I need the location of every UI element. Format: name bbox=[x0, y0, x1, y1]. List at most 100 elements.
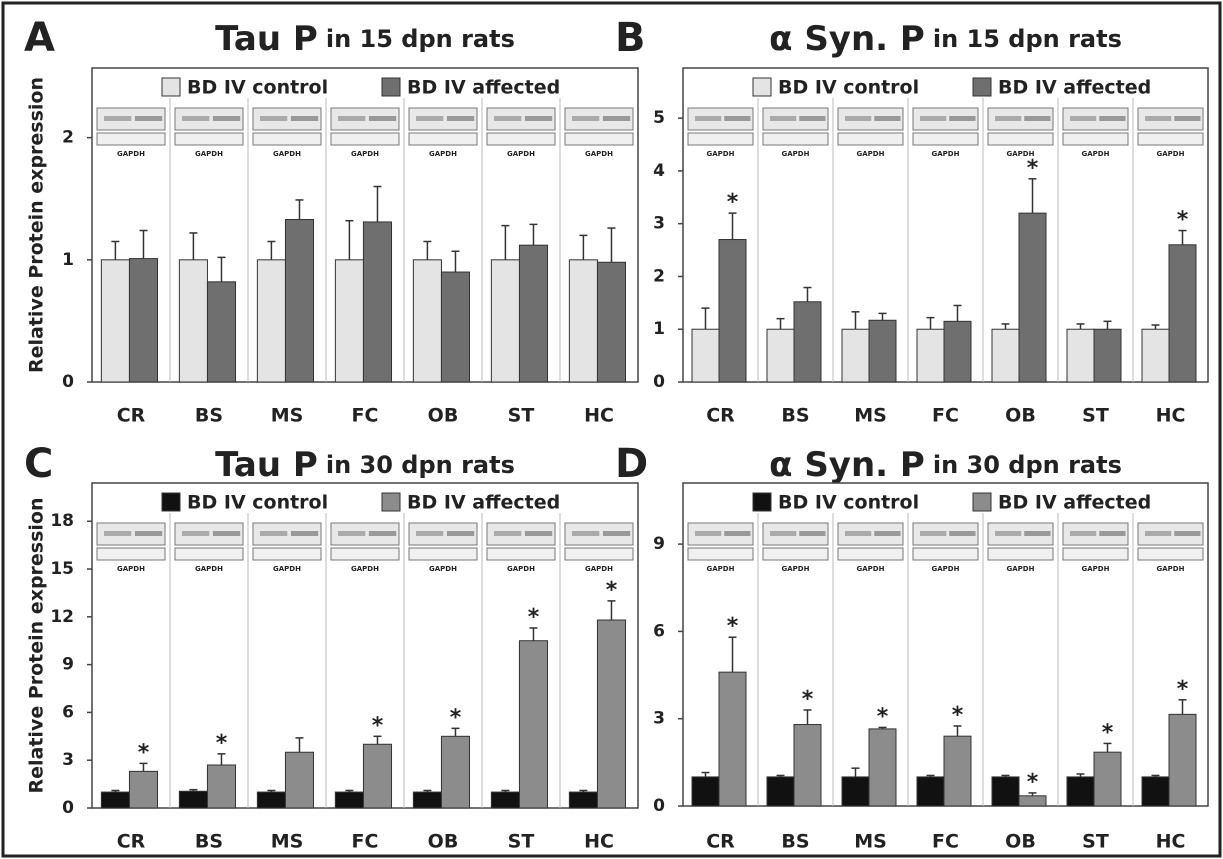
panel-label: C bbox=[24, 441, 53, 487]
x-tick-label: HC bbox=[584, 405, 614, 427]
bar bbox=[413, 260, 441, 382]
blot-band bbox=[874, 531, 900, 536]
legend-label: BD IV affected bbox=[998, 77, 1151, 99]
figure: ATau Pin 15 dpn ratsRelative Protein exp… bbox=[0, 0, 1223, 859]
blot-band bbox=[525, 116, 552, 121]
x-tick-label: OB bbox=[428, 405, 459, 427]
blot-band bbox=[182, 531, 209, 536]
bar bbox=[335, 260, 363, 382]
significance-marker: * bbox=[450, 705, 462, 730]
blot-band bbox=[1145, 531, 1171, 536]
blot-band bbox=[799, 531, 825, 536]
legend-label: BD IV control bbox=[778, 492, 919, 514]
blot-band bbox=[416, 531, 443, 536]
significance-marker: * bbox=[372, 713, 384, 738]
bar bbox=[794, 725, 821, 806]
bar bbox=[1019, 796, 1046, 806]
x-tick-label: CR bbox=[706, 405, 735, 427]
bar bbox=[1169, 714, 1196, 806]
x-tick-label: MS bbox=[271, 405, 304, 427]
bar bbox=[257, 792, 285, 808]
bar bbox=[719, 240, 746, 382]
blot-band bbox=[995, 116, 1021, 121]
bar bbox=[794, 302, 821, 382]
y-tick-label: 4 bbox=[653, 161, 665, 181]
bar bbox=[1094, 752, 1121, 806]
blot-gapdh bbox=[763, 133, 828, 145]
blot-gapdh bbox=[487, 133, 555, 145]
bar bbox=[363, 222, 391, 382]
bar bbox=[842, 329, 869, 382]
blot-band bbox=[291, 531, 318, 536]
blot-gapdh bbox=[988, 133, 1053, 145]
bar bbox=[257, 260, 285, 382]
blot-band bbox=[494, 116, 521, 121]
blot-label: GAPDH bbox=[932, 565, 960, 573]
significance-marker: * bbox=[1027, 156, 1039, 181]
blot-label: GAPDH bbox=[429, 150, 457, 158]
legend-label: BD IV affected bbox=[998, 492, 1151, 514]
blot-gapdh bbox=[409, 133, 477, 145]
blot-label: GAPDH bbox=[585, 150, 613, 158]
blot-label: GAPDH bbox=[507, 565, 535, 573]
blot-band bbox=[494, 531, 521, 536]
x-tick-label: BS bbox=[781, 831, 809, 853]
blot-label: GAPDH bbox=[585, 565, 613, 573]
y-tick-label: 9 bbox=[653, 534, 665, 554]
panel-label: B bbox=[615, 15, 646, 61]
bar bbox=[101, 260, 129, 382]
x-tick-label: CR bbox=[117, 831, 146, 853]
blot-band bbox=[995, 531, 1021, 536]
bar bbox=[1142, 329, 1169, 382]
bar bbox=[597, 262, 625, 382]
bar bbox=[692, 777, 719, 806]
significance-marker: * bbox=[138, 740, 150, 765]
blot-band bbox=[603, 116, 630, 121]
legend-label: BD IV control bbox=[187, 77, 328, 99]
legend-swatch bbox=[162, 493, 180, 511]
bar bbox=[129, 259, 157, 382]
bar bbox=[597, 620, 625, 808]
blot-band bbox=[949, 116, 975, 121]
bar bbox=[944, 736, 971, 806]
significance-marker: * bbox=[877, 704, 889, 729]
significance-marker: * bbox=[606, 578, 618, 603]
x-tick-label: BS bbox=[781, 405, 809, 427]
blot-band bbox=[416, 116, 443, 121]
chart-title: Tau Pin 30 dpn rats bbox=[215, 445, 515, 485]
blot-band bbox=[695, 531, 721, 536]
legend-label: BD IV control bbox=[778, 77, 919, 99]
chart-subtitle: in 30 dpn rats bbox=[933, 451, 1122, 479]
blot-band bbox=[104, 531, 131, 536]
blot-gapdh bbox=[565, 133, 633, 145]
x-tick-label: MS bbox=[271, 831, 304, 853]
y-tick-label: 2 bbox=[62, 128, 74, 148]
blot-gapdh bbox=[409, 548, 477, 560]
bar bbox=[992, 329, 1019, 382]
bar bbox=[1169, 245, 1196, 382]
blot-band bbox=[603, 531, 630, 536]
blot-gapdh bbox=[487, 548, 555, 560]
bar bbox=[207, 765, 235, 808]
blot-band bbox=[949, 531, 975, 536]
y-axis-label: Relative Protein expression bbox=[26, 497, 48, 793]
blot-band bbox=[369, 531, 396, 536]
y-tick-label: 0 bbox=[62, 372, 74, 392]
x-tick-label: CR bbox=[117, 405, 146, 427]
significance-marker: * bbox=[1027, 770, 1039, 795]
x-tick-label: OB bbox=[428, 831, 459, 853]
bar bbox=[1019, 213, 1046, 382]
blot-label: GAPDH bbox=[782, 565, 810, 573]
blot-label: GAPDH bbox=[117, 150, 145, 158]
blot-band bbox=[104, 116, 131, 121]
bar bbox=[285, 220, 313, 382]
blot-band bbox=[920, 531, 946, 536]
y-tick-label: 0 bbox=[653, 796, 665, 816]
x-tick-label: HC bbox=[1156, 831, 1186, 853]
blot-gapdh bbox=[913, 133, 978, 145]
legend-swatch bbox=[382, 78, 400, 96]
chart-title-main: Tau P bbox=[215, 445, 318, 485]
x-tick-label: MS bbox=[854, 405, 887, 427]
bar bbox=[1067, 329, 1094, 382]
blot-gapdh bbox=[253, 548, 321, 560]
